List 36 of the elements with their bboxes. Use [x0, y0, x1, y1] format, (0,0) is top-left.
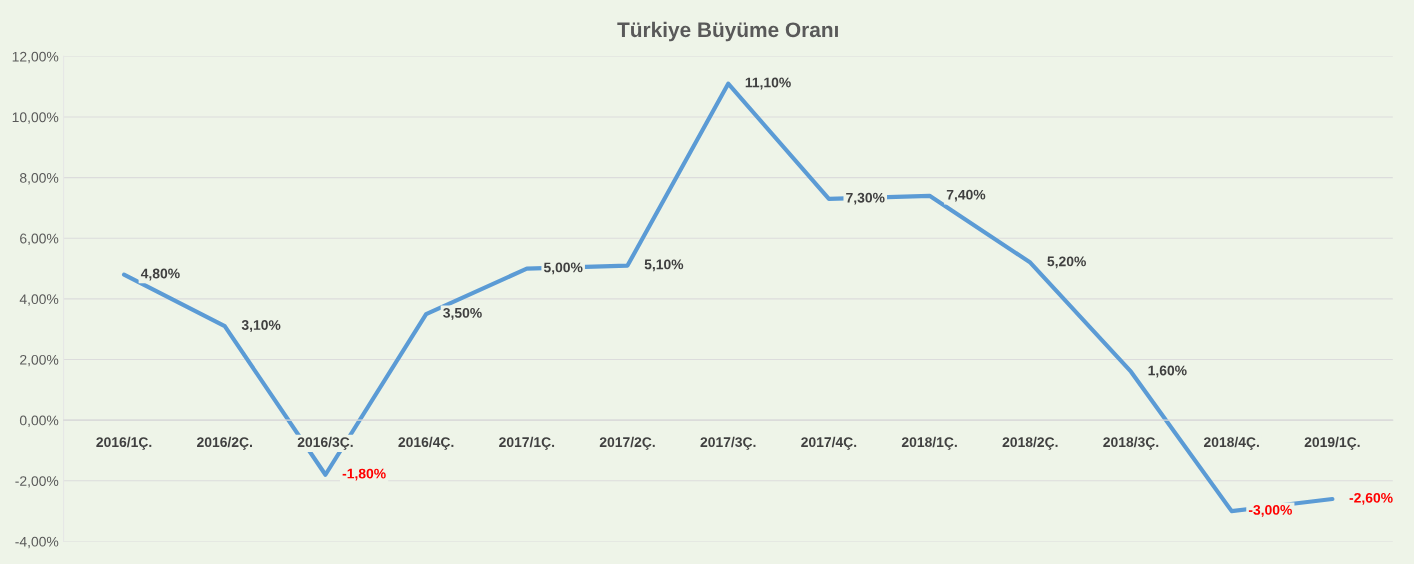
y-tick-label: 0,00% — [19, 415, 59, 427]
data-label: 1,60% — [1148, 365, 1187, 378]
data-label: 11,10% — [745, 77, 791, 90]
x-tick-label: 2016/3Ç. — [297, 436, 353, 450]
x-tick-label: 2018/1Ç. — [901, 436, 957, 450]
x-tick-label: 2017/2Ç. — [599, 436, 655, 450]
data-label: 5,20% — [1047, 256, 1086, 269]
y-tick-label: 12,00% — [12, 51, 59, 64]
y-tick-label: 8,00% — [19, 172, 59, 185]
y-tick-label: -4,00% — [15, 536, 59, 549]
data-label: 7,30% — [846, 192, 885, 205]
x-tick-label: 2018/4Ç. — [1203, 436, 1259, 450]
x-tick-label: 2018/2Ç. — [1002, 436, 1058, 450]
y-tick-label: 2,00% — [20, 354, 59, 367]
data-label: -2,60% — [1349, 492, 1393, 505]
data-label: 5,10% — [644, 259, 684, 272]
data-label: 4,80% — [140, 268, 180, 281]
x-tick-label: 2016/1Ç. — [96, 436, 152, 450]
data-label: 3,10% — [241, 320, 281, 332]
data-label: 7,40% — [946, 189, 986, 202]
x-tick-label: 2017/3Ç. — [700, 436, 756, 450]
x-tick-label: 2017/4Ç. — [801, 436, 857, 450]
y-tick-label: 6,00% — [20, 233, 59, 246]
y-tick-label: 10,00% — [12, 112, 59, 124]
x-tick-label: 2016/2Ç. — [197, 436, 252, 450]
x-tick-label: 2017/1Ç. — [499, 436, 555, 450]
y-tick-label: 4,00% — [19, 294, 59, 306]
data-label: 3,50% — [443, 307, 482, 320]
data-label: -1,80% — [342, 468, 386, 481]
x-tick-label: 2018/3Ç. — [1103, 436, 1159, 450]
y-tick-label: -2,00% — [15, 476, 59, 488]
x-tick-label: 2016/4Ç. — [398, 436, 454, 450]
chart-title: Türkiye Büyüme Oranı — [617, 21, 838, 42]
x-tick-label: 2019/1Ç. — [1304, 436, 1360, 450]
data-label: 5,00% — [543, 262, 583, 275]
data-label: -3,00% — [1248, 505, 1292, 517]
